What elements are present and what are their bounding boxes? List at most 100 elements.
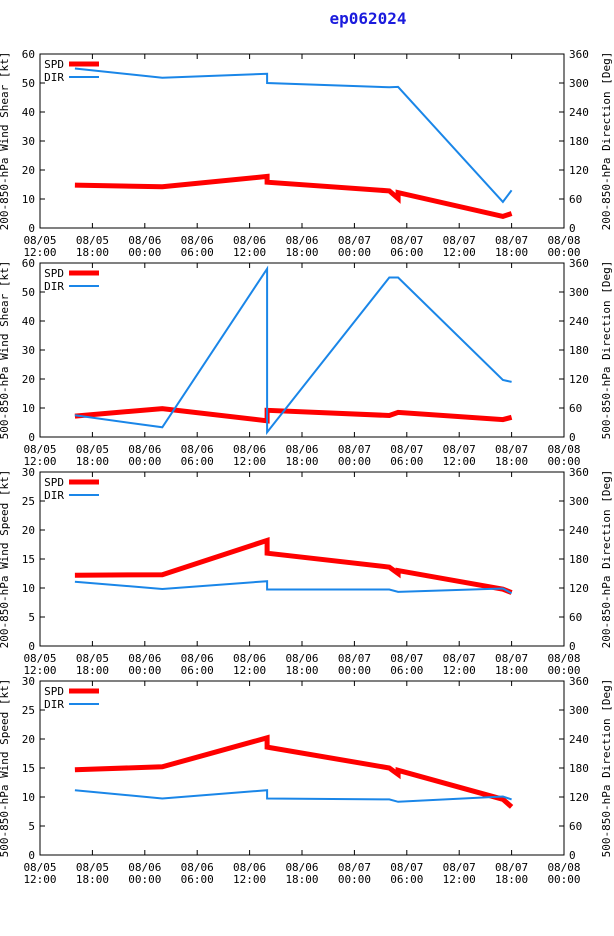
x-tick-label-date: 08/07 — [443, 861, 476, 874]
y-right-tick-label: 60 — [569, 402, 582, 415]
x-tick-label-time: 00:00 — [128, 664, 161, 677]
y-right-tick-label: 360 — [569, 675, 589, 688]
dir-series-line — [74, 789, 512, 803]
x-tick-label-date: 08/06 — [233, 861, 266, 874]
x-tick-label-date: 08/08 — [547, 234, 580, 247]
y-right-tick-label: 300 — [569, 704, 589, 717]
x-tick-label-time: 00:00 — [547, 455, 580, 468]
y-right-tick-label: 0 — [569, 640, 576, 653]
y-left-tick-label: 25 — [22, 704, 35, 717]
x-tick-label-time: 18:00 — [76, 664, 109, 677]
spd-series-line — [74, 536, 513, 595]
y-left-tick-label: 10 — [22, 791, 35, 804]
x-tick-label-date: 08/08 — [547, 861, 580, 874]
y-right-tick-label: 60 — [569, 193, 582, 206]
x-tick-label-time: 18:00 — [76, 455, 109, 468]
y-right-tick-label: 0 — [569, 849, 576, 862]
x-tick-label-time: 12:00 — [233, 873, 266, 886]
y-right-tick-label: 240 — [569, 106, 589, 119]
x-tick-label-time: 00:00 — [547, 246, 580, 259]
x-tick-label-date: 08/07 — [338, 861, 371, 874]
x-tick-label-date: 08/07 — [338, 234, 371, 247]
x-tick-label-date: 08/06 — [233, 234, 266, 247]
x-tick-label-date: 08/05 — [23, 861, 56, 874]
y-right-axis-title: 500-850-hPa Direction [Deg] — [600, 261, 613, 440]
x-tick-label-date: 08/06 — [128, 443, 161, 456]
x-tick-label-time: 18:00 — [495, 664, 528, 677]
x-tick-label-time: 12:00 — [23, 455, 56, 468]
chart-panel-1: 08/0512:0008/0518:0008/0600:0008/0606:00… — [0, 48, 613, 259]
y-left-tick-label: 30 — [22, 466, 35, 479]
x-tick-label-time: 00:00 — [128, 873, 161, 886]
y-left-tick-label: 5 — [28, 820, 35, 833]
y-right-tick-label: 300 — [569, 286, 589, 299]
x-tick-label-date: 08/06 — [128, 861, 161, 874]
x-tick-label-time: 06:00 — [181, 664, 214, 677]
legend-label-spd: SPD — [44, 58, 64, 71]
y-right-tick-label: 180 — [569, 135, 589, 148]
x-tick-label-date: 08/06 — [181, 234, 214, 247]
y-right-tick-label: 360 — [569, 257, 589, 270]
dir-series-line — [74, 265, 512, 436]
y-left-tick-label: 10 — [22, 402, 35, 415]
y-left-tick-label: 50 — [22, 77, 35, 90]
x-tick-label-date: 08/07 — [390, 234, 423, 247]
x-tick-label-date: 08/05 — [76, 652, 109, 665]
y-right-tick-label: 0 — [569, 431, 576, 444]
y-left-tick-label: 30 — [22, 344, 35, 357]
y-right-tick-label: 240 — [569, 733, 589, 746]
x-tick-label-date: 08/07 — [495, 652, 528, 665]
legend-label-spd: SPD — [44, 476, 64, 489]
x-tick-label-date: 08/06 — [181, 443, 214, 456]
y-left-tick-label: 0 — [28, 640, 35, 653]
x-tick-label-date: 08/05 — [23, 234, 56, 247]
x-tick-label-time: 00:00 — [547, 873, 580, 886]
y-right-tick-label: 60 — [569, 820, 582, 833]
y-left-tick-label: 20 — [22, 164, 35, 177]
x-tick-label-time: 06:00 — [390, 246, 423, 259]
x-tick-label-date: 08/05 — [76, 861, 109, 874]
y-left-tick-label: 30 — [22, 135, 35, 148]
y-right-tick-label: 120 — [569, 582, 589, 595]
y-right-axis-title: 200-850-hPa Direction [Deg] — [600, 470, 613, 649]
y-left-tick-label: 10 — [22, 582, 35, 595]
page-title: ep062024 — [329, 9, 407, 28]
x-tick-label-date: 08/07 — [443, 443, 476, 456]
y-right-tick-label: 240 — [569, 524, 589, 537]
y-right-tick-label: 240 — [569, 315, 589, 328]
y-left-axis-title: 500-850-hPa Wind Shear [kt] — [0, 261, 11, 440]
x-tick-label-date: 08/07 — [443, 234, 476, 247]
y-left-tick-label: 0 — [28, 222, 35, 235]
x-tick-label-time: 12:00 — [443, 455, 476, 468]
y-left-tick-label: 60 — [22, 48, 35, 61]
y-right-tick-label: 300 — [569, 77, 589, 90]
y-right-tick-label: 360 — [569, 466, 589, 479]
y-right-tick-label: 180 — [569, 344, 589, 357]
x-tick-label-time: 12:00 — [23, 664, 56, 677]
x-tick-label-time: 00:00 — [338, 664, 371, 677]
y-left-axis-title: 500-850-hPa Wind Speed [kt] — [0, 679, 11, 858]
x-tick-label-date: 08/06 — [128, 234, 161, 247]
x-tick-label-date: 08/06 — [285, 861, 318, 874]
dir-series-line — [74, 580, 513, 595]
chart-panel-3: 08/0512:0008/0518:0008/0600:0008/0606:00… — [0, 466, 613, 677]
y-left-axis-title: 200-850-hPa Wind Shear [kt] — [0, 52, 11, 231]
y-left-tick-label: 60 — [22, 257, 35, 270]
x-tick-label-date: 08/05 — [23, 443, 56, 456]
y-left-tick-label: 20 — [22, 733, 35, 746]
y-right-tick-label: 300 — [569, 495, 589, 508]
dir-series-line — [74, 67, 513, 204]
y-right-tick-label: 0 — [569, 222, 576, 235]
y-right-tick-label: 360 — [569, 48, 589, 61]
x-tick-label-time: 06:00 — [390, 664, 423, 677]
x-tick-label-date: 08/07 — [338, 443, 371, 456]
x-tick-label-date: 08/06 — [285, 443, 318, 456]
x-tick-label-date: 08/05 — [23, 652, 56, 665]
y-left-tick-label: 50 — [22, 286, 35, 299]
x-tick-label-time: 00:00 — [338, 246, 371, 259]
spd-series-line — [74, 173, 513, 219]
x-tick-label-time: 06:00 — [390, 455, 423, 468]
x-tick-label-time: 12:00 — [443, 246, 476, 259]
x-tick-label-date: 08/07 — [495, 861, 528, 874]
